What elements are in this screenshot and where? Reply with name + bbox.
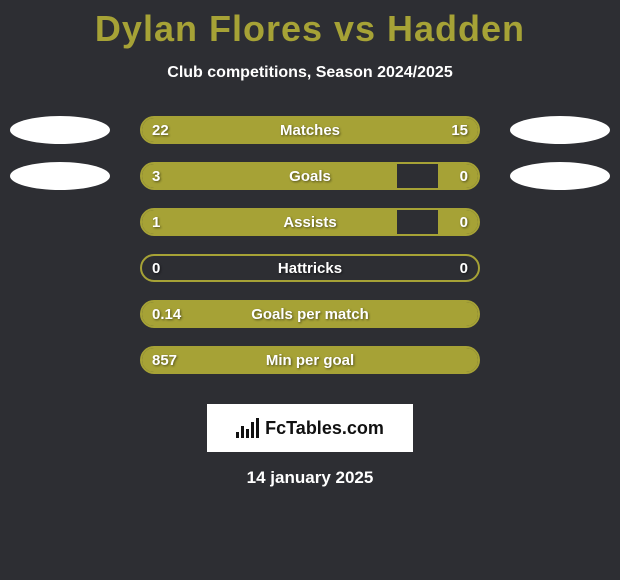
stat-label: Matches	[142, 118, 478, 142]
stat-row: Assists1 0	[0, 202, 620, 248]
stat-value-right: 0	[450, 210, 478, 234]
stat-label: Goals	[142, 164, 478, 188]
stat-row: Min per goal857	[0, 340, 620, 386]
brand-badge: FcTables.com	[207, 404, 413, 452]
stat-bar-track: Goals per match0.14	[140, 300, 480, 328]
stat-label: Hattricks	[142, 256, 478, 280]
stat-row: Goals per match0.14	[0, 294, 620, 340]
brand-text: FcTables.com	[265, 418, 384, 439]
stats-container: Matches2215Goals30Assists10Hattricks00Go…	[0, 110, 620, 386]
stat-value-left: 22	[142, 118, 179, 142]
brand-logo-icon	[236, 418, 259, 438]
stat-value-left: 1	[142, 210, 170, 234]
stat-value-left: 857	[142, 348, 187, 372]
stat-label: Assists	[142, 210, 478, 234]
stat-value-right: 15	[441, 118, 478, 142]
stat-value-left: 0.14	[142, 302, 191, 326]
stat-bar-track: Matches22 15	[140, 116, 480, 144]
subtitle: Club competitions, Season 2024/2025	[0, 64, 620, 82]
stat-bar-track: Assists1 0	[140, 208, 480, 236]
stat-value-right: 0	[450, 256, 478, 280]
stat-value-left: 3	[142, 164, 170, 188]
stat-label: Goals per match	[142, 302, 478, 326]
stat-value-right: 0	[450, 164, 478, 188]
date-text: 14 january 2025	[0, 468, 620, 488]
player-photo-right	[510, 162, 610, 190]
player-photo-right	[510, 116, 610, 144]
stat-row: Hattricks0 0	[0, 248, 620, 294]
stat-row: Matches22 15	[0, 110, 620, 156]
stat-label: Min per goal	[142, 348, 478, 372]
stat-value-left: 0	[142, 256, 170, 280]
player-photo-left	[10, 162, 110, 190]
player-photo-left	[10, 116, 110, 144]
stat-bar-track: Goals3 0	[140, 162, 480, 190]
stat-value-right	[458, 302, 478, 326]
stat-bar-track: Min per goal857	[140, 346, 480, 374]
stat-value-right	[458, 348, 478, 372]
stat-bar-track: Hattricks0 0	[140, 254, 480, 282]
stat-row: Goals3 0	[0, 156, 620, 202]
page-title: Dylan Flores vs Hadden	[0, 0, 620, 50]
